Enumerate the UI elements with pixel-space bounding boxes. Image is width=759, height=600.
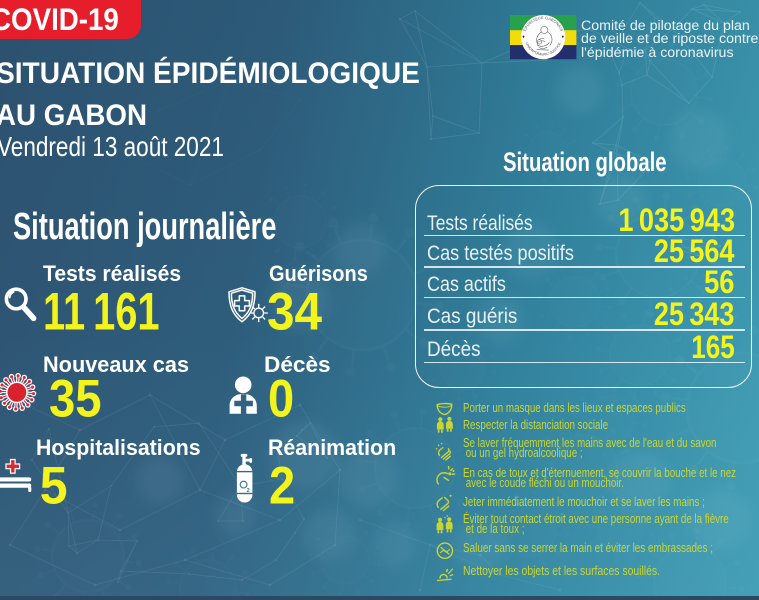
svg-text:2: 2	[247, 488, 250, 494]
